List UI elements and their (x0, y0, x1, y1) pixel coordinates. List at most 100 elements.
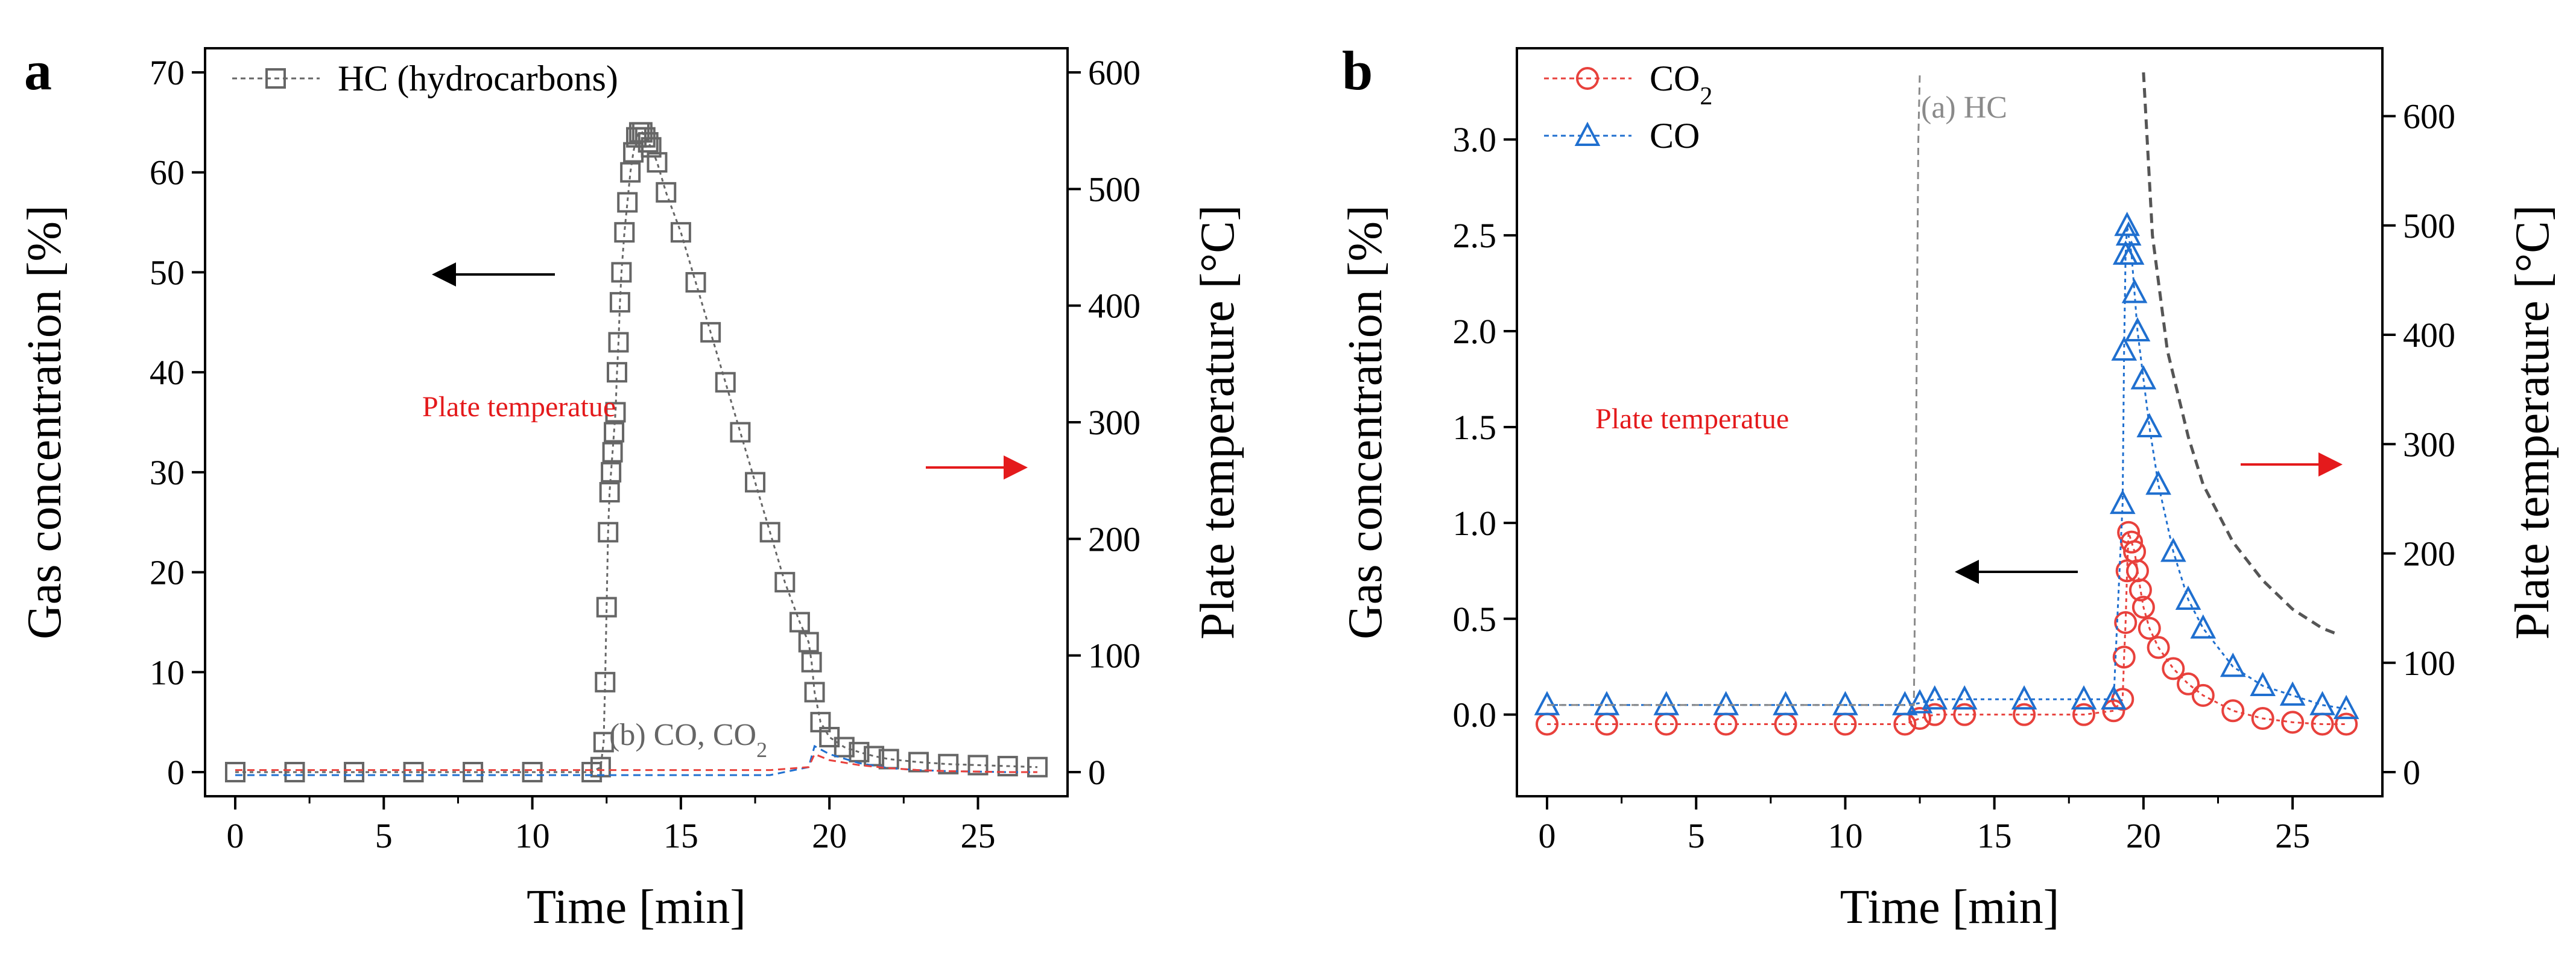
series-hc-hydrocarbons-line (235, 131, 1038, 773)
series-co-point (1773, 691, 1799, 715)
y-tick-label: 40 (150, 353, 185, 392)
series-co-point (2136, 413, 2163, 437)
series-hc-hydrocarbons-point (864, 746, 885, 767)
legend-marker-triangle (1574, 121, 1601, 146)
y-tick-label: 10 (150, 653, 185, 692)
series-co-point (2250, 671, 2276, 696)
y2-tick-label: 500 (2403, 206, 2455, 246)
series-co-point (1892, 691, 1918, 715)
legend-label: CO (1650, 116, 1700, 156)
y-axis-label: Gas concentration [%] (18, 205, 71, 639)
series-hc-hydrocarbons-point (641, 137, 662, 158)
series-co2-point (2115, 559, 2139, 583)
series-co-point (2071, 685, 2097, 710)
plot-frame (1516, 47, 2384, 797)
series-hc-hydrocarbons-point (804, 682, 825, 703)
series-hc-hydrocarbons-point (801, 651, 822, 673)
legend-label: HC (hydrocarbons) (338, 59, 618, 98)
x-tick-label: 15 (1977, 816, 2012, 855)
x-tick-label: 5 (1688, 816, 1705, 855)
series-hc-hydrocarbons-point (774, 572, 796, 593)
legend-label-subscript: 2 (1700, 83, 1712, 110)
series-hc-hydrocarbons-point (602, 442, 623, 463)
y2-tick-label: 300 (2403, 425, 2455, 464)
series-hc-a-line (1547, 72, 1921, 706)
series-hc-hydrocarbons-point (908, 752, 929, 773)
y2-tick-label: 0 (2403, 753, 2420, 792)
series-hc-hydrocarbons-point (745, 472, 766, 493)
series-hc-hydrocarbons-point (670, 222, 691, 243)
series-co-point (1534, 691, 1560, 715)
legend-marker-square (265, 68, 286, 89)
series-co2-point (2112, 645, 2136, 669)
series-co-point (2220, 652, 2246, 677)
series-co-point (2115, 221, 2142, 246)
series-hc-hydrocarbons-point (798, 632, 819, 653)
series-co-point (2190, 614, 2217, 639)
series-hc-hydrocarbons-point (789, 612, 810, 633)
series-hc-hydrocarbons-point (730, 422, 751, 443)
series-annotation-subscript: 2 (756, 738, 767, 762)
y-axis-label: Gas concentration [%] (1339, 205, 1392, 639)
series-hc-hydrocarbons-point (606, 362, 627, 383)
series-hc-hydrocarbons-point (938, 753, 959, 775)
series-co2-point (2138, 616, 2161, 640)
series-hc-hydrocarbons-point (617, 192, 638, 213)
series-co-point (1593, 691, 1620, 715)
series-hc-hydrocarbons-point (614, 222, 635, 243)
x-axis-label: Time [min] (527, 881, 746, 934)
series-hc-hydrocarbons-point (284, 762, 305, 782)
series-co2-point (1908, 707, 1932, 730)
series-hc-hydrocarbons-point (685, 272, 706, 293)
y-tick-label: 60 (150, 153, 185, 192)
x-tick-label: 25 (960, 816, 995, 855)
series-hc-hydrocarbons-point (638, 132, 659, 153)
series-co-point (2333, 694, 2359, 720)
series-co-point (2118, 240, 2145, 265)
series-co-point (1653, 691, 1680, 715)
legend-label: CO2 (1650, 59, 1712, 110)
series-co2-point (2013, 703, 2036, 726)
series-co-point (2130, 365, 2157, 390)
y-tick-label: 50 (150, 253, 185, 292)
series-hc-hydrocarbons-point (601, 461, 622, 483)
series-hc-hydrocarbons-point (593, 732, 614, 753)
series-hc-hydrocarbons-point (463, 762, 484, 782)
series-hc-hydrocarbons-point (590, 756, 611, 778)
series-hc-hydrocarbons-point (647, 152, 668, 173)
series-co-point (2109, 489, 2136, 515)
series-hc-hydrocarbons-point (225, 762, 245, 782)
series-hc-hydrocarbons-point (522, 762, 543, 782)
x-tick-label: 10 (1828, 816, 1862, 855)
y2-tick-label: 100 (1088, 636, 1141, 676)
series-co2-point (2281, 711, 2305, 734)
x-tick-label: 5 (375, 816, 393, 855)
x-tick-label: 25 (2275, 816, 2310, 855)
series-hc-hydrocarbons-point (596, 597, 617, 618)
legend-marker-circle (1576, 67, 1599, 90)
y2-tick-label: 200 (2403, 534, 2455, 574)
series-co-point (1951, 685, 1978, 710)
series-co-line (1547, 226, 2347, 710)
plot-area (225, 122, 1048, 782)
y2-tick-label: 200 (1088, 519, 1141, 559)
series-co2-point (2128, 578, 2152, 602)
series-co-point (2111, 336, 2138, 361)
y-tick-label: 2.5 (1453, 216, 1497, 255)
plate-temperature-label: Plate temperatue (422, 391, 616, 423)
series-co-point (2101, 685, 2127, 710)
x-tick-label: 20 (812, 816, 847, 855)
series-hc-hydrocarbons-point (849, 741, 870, 762)
series-hc-hydrocarbons-point (1027, 756, 1048, 778)
series-co2-point (2221, 699, 2245, 723)
series-co-point (1907, 689, 1933, 714)
y2-tick-label: 0 (1088, 753, 1106, 792)
series-hc-hydrocarbons-point (599, 482, 620, 502)
series-co-point (2279, 681, 2306, 706)
x-axis-label: Time [min] (1840, 881, 2060, 934)
y2-tick-label: 500 (1088, 170, 1141, 209)
series-co-point (1832, 691, 1858, 715)
series-co2-point (2251, 707, 2274, 730)
panel-b: 0 5 10 15 20 25 0.0 0.5 1.0 1.5 2.0 2.5 3.0 0 100 200 30… (1339, 40, 2559, 934)
